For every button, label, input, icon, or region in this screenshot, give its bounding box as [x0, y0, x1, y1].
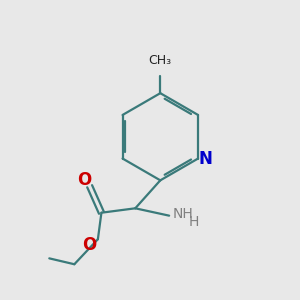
Text: O: O	[77, 171, 92, 189]
Text: O: O	[82, 236, 96, 254]
Text: NH: NH	[173, 207, 194, 221]
Text: CH₃: CH₃	[149, 54, 172, 67]
Text: N: N	[199, 149, 212, 167]
Text: H: H	[189, 214, 199, 229]
